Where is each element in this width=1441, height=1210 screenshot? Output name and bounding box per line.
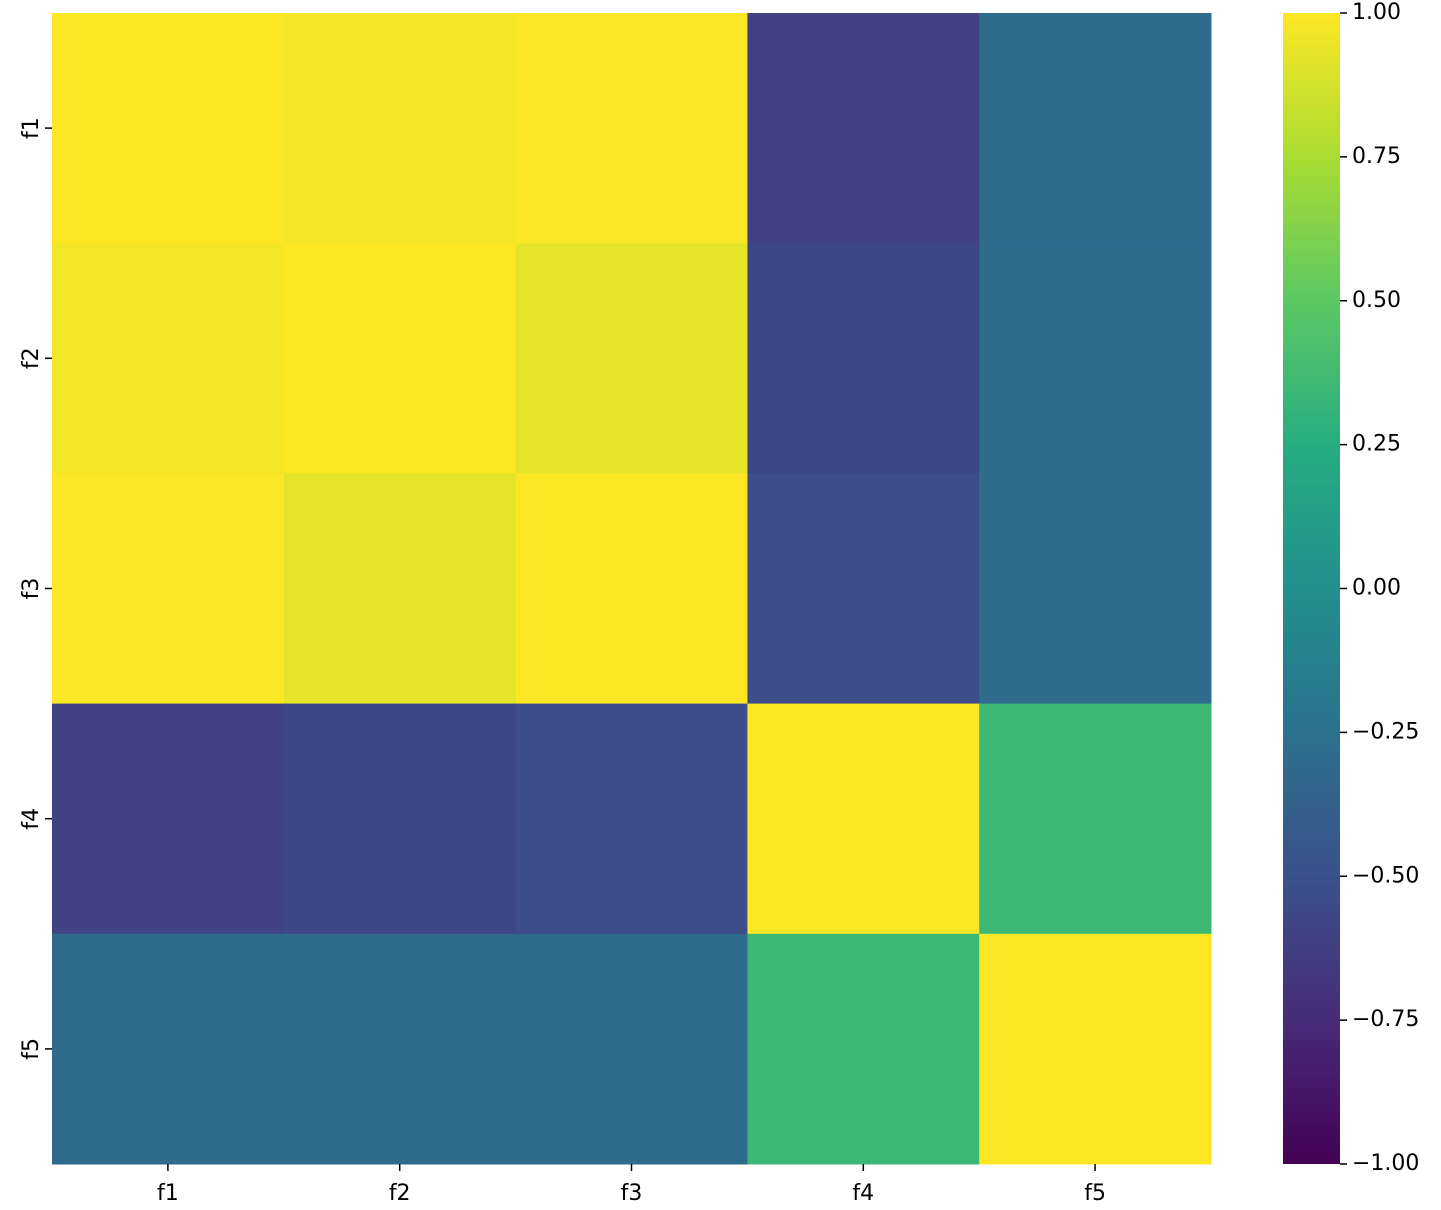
heatmap-cell — [515, 243, 748, 474]
heatmap-cell — [283, 473, 517, 705]
heatmap-cell — [515, 933, 748, 1165]
heatmap-cell — [52, 243, 285, 474]
y-tick-label: f1 — [19, 117, 44, 139]
y-tick-label: f4 — [19, 808, 44, 830]
x-tick-label: f4 — [852, 1181, 874, 1206]
heatmap-cell — [283, 243, 517, 474]
x-tick-label: f2 — [389, 1181, 411, 1206]
heatmap-cell — [747, 243, 980, 474]
y-tick-label: f2 — [19, 347, 44, 369]
heatmap-cell — [515, 473, 748, 705]
colorbar-tick-label: 0.75 — [1352, 144, 1401, 169]
y-tick-label: f5 — [19, 1038, 44, 1060]
heatmap-cell — [283, 13, 517, 244]
heatmap-cell — [979, 703, 1212, 935]
heatmap-cell — [283, 703, 517, 935]
colorbar-tick-label: 0.50 — [1352, 288, 1401, 313]
heatmap-cell — [515, 13, 748, 244]
heatmap-cell — [747, 703, 980, 935]
heatmap-cell — [747, 933, 980, 1165]
heatmap-cell — [979, 243, 1212, 474]
colorbar-tick-label: −0.75 — [1352, 1007, 1419, 1032]
heatmap-cell — [52, 13, 285, 244]
heatmap-cell — [747, 473, 980, 705]
colorbar — [1283, 13, 1340, 1164]
colorbar-tick-label: 0.25 — [1352, 432, 1401, 457]
heatmap-cell — [979, 13, 1212, 244]
heatmap-cell — [515, 703, 748, 935]
colorbar-tick-label: −1.00 — [1352, 1151, 1419, 1176]
colorbar-tick-label: −0.25 — [1352, 719, 1419, 744]
heatmap-cell — [747, 13, 980, 244]
colorbar-tick-label: −0.50 — [1352, 863, 1419, 888]
colorbar-tick-label: 1.00 — [1352, 0, 1401, 25]
x-tick-label: f3 — [621, 1181, 643, 1206]
x-tick-label: f1 — [157, 1181, 179, 1206]
x-tick-label: f5 — [1084, 1181, 1106, 1206]
heatmap-cell — [52, 473, 285, 705]
y-tick-label: f3 — [19, 578, 44, 600]
colorbar-tick-label: 0.00 — [1352, 576, 1401, 601]
heatmap-cell — [52, 933, 285, 1165]
heatmap-cell — [979, 933, 1212, 1165]
heatmap-cell — [52, 703, 285, 935]
heatmap-cell — [283, 933, 517, 1165]
heatmap-cell — [979, 473, 1212, 705]
